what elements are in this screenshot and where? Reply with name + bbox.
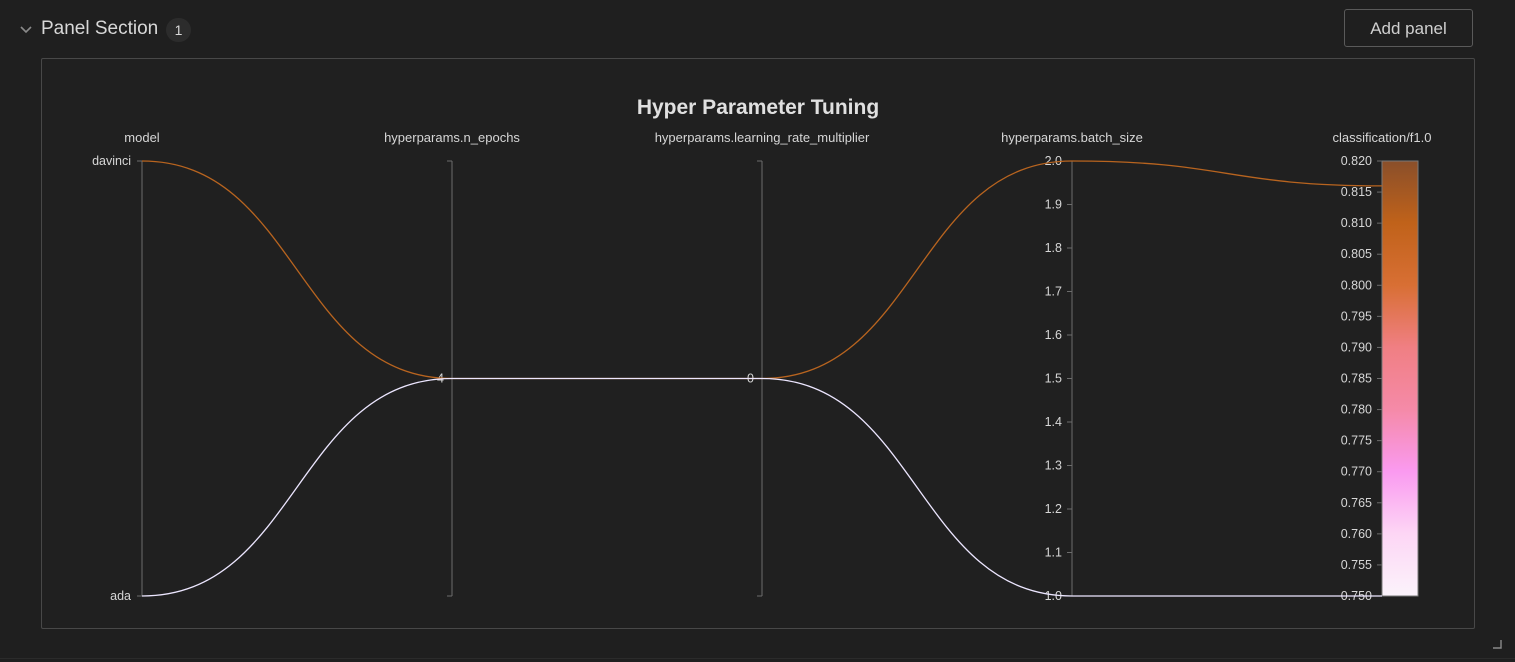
axis-label-f1: classification/f1.0 bbox=[1333, 130, 1432, 145]
axis-label-learning_rate_multiplier: hyperparams.learning_rate_multiplier bbox=[655, 130, 870, 145]
tick-label-batch_size-9: 1.9 bbox=[1045, 198, 1062, 212]
tick-label-f1-7: 0.785 bbox=[1341, 372, 1372, 386]
tick-label-f1-9: 0.795 bbox=[1341, 309, 1372, 323]
tick-label-batch_size-7: 1.7 bbox=[1045, 285, 1062, 299]
tick-label-f1-5: 0.775 bbox=[1341, 434, 1372, 448]
tick-label-f1-3: 0.765 bbox=[1341, 496, 1372, 510]
tick-label-batch_size-0: 1.0 bbox=[1045, 589, 1062, 603]
tick-label-batch_size-4: 1.4 bbox=[1045, 415, 1062, 429]
section-title[interactable]: Panel Section bbox=[41, 18, 159, 39]
chart-panel: Hyper Parameter Tuning model ada davinci hyp… bbox=[41, 58, 1475, 629]
tick-label-f1-11: 0.805 bbox=[1341, 247, 1372, 261]
tick-label-davinci: davinci bbox=[92, 154, 131, 168]
chart-title: Hyper Parameter Tuning bbox=[637, 96, 879, 119]
add-panel-button[interactable]: Add panel bbox=[1344, 9, 1473, 47]
panel-count-badge: 1 bbox=[166, 18, 191, 42]
tick-label-f1-1: 0.755 bbox=[1341, 558, 1372, 572]
parallel-coordinates-chart[interactable]: Hyper Parameter Tuning model ada davinci hyp… bbox=[42, 59, 1474, 628]
axis-label-batch_size: hyperparams.batch_size bbox=[1001, 130, 1143, 145]
tick-label-batch_size-10: 2.0 bbox=[1045, 154, 1062, 168]
tick-label-f1-4: 0.770 bbox=[1341, 465, 1372, 479]
tick-label-batch_size-5: 1.5 bbox=[1045, 372, 1062, 386]
axis-label-n_epochs: hyperparams.n_epochs bbox=[384, 130, 520, 145]
tick-label-f1-8: 0.790 bbox=[1341, 340, 1372, 354]
tick-label-f1-6: 0.780 bbox=[1341, 403, 1372, 417]
tick-label-f1-2: 0.760 bbox=[1341, 527, 1372, 541]
tick-label-batch_size-6: 1.6 bbox=[1045, 328, 1062, 342]
tick-label-batch_size-2: 1.2 bbox=[1045, 502, 1062, 516]
tick-label-batch_size-1: 1.1 bbox=[1045, 546, 1062, 560]
resize-corner-icon[interactable] bbox=[1492, 636, 1502, 649]
chevron-down-icon[interactable] bbox=[18, 22, 34, 38]
run-line-ada bbox=[141, 377, 1382, 597]
tick-label-f1-14: 0.820 bbox=[1341, 154, 1372, 168]
tick-label-batch_size-8: 1.8 bbox=[1045, 241, 1062, 255]
tick-label-ada: ada bbox=[110, 589, 131, 603]
tick-label-batch_size-3: 1.3 bbox=[1045, 459, 1062, 473]
tick-label-f1-13: 0.815 bbox=[1341, 185, 1372, 199]
colorbar-axis bbox=[1381, 160, 1419, 597]
axis-label-model: model bbox=[124, 130, 160, 145]
section-header: Panel Section 1 Add panel bbox=[0, 0, 1515, 58]
section-divider bbox=[0, 658, 1515, 659]
tick-label-f1-10: 0.800 bbox=[1341, 278, 1372, 292]
tick-label-f1-12: 0.810 bbox=[1341, 216, 1372, 230]
